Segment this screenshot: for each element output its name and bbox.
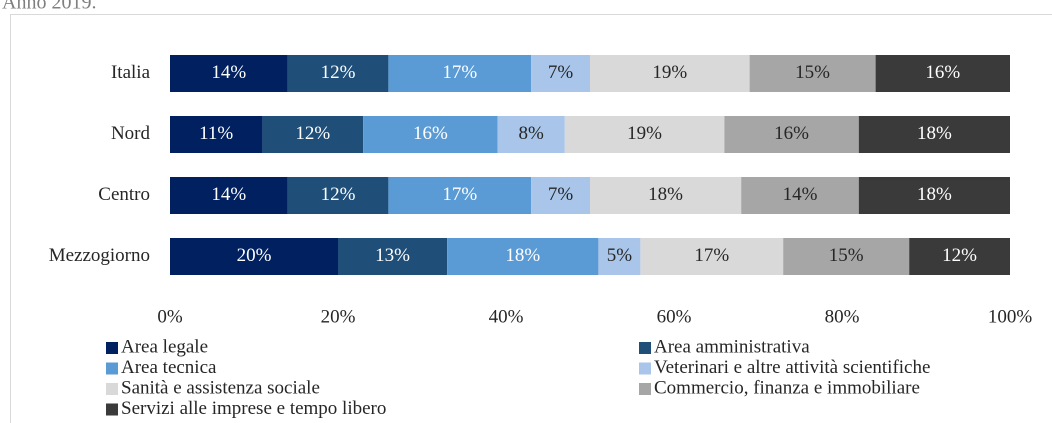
data-label: 12% (321, 184, 356, 205)
bar-segment (170, 116, 263, 153)
x-tick-label: 80% (825, 306, 860, 327)
data-label: 16% (413, 123, 448, 144)
data-label: 15% (795, 62, 830, 83)
legend-label: Area tecnica (121, 357, 217, 378)
y-tick-label: Mezzogiorno (49, 245, 150, 266)
y-tick-label: Centro (98, 184, 150, 205)
bar-segment (598, 238, 641, 275)
bar-segment (564, 116, 725, 153)
data-label: 20% (237, 245, 272, 266)
data-label: 14% (211, 184, 246, 205)
bar-segment (858, 116, 1010, 153)
bar-segment (388, 177, 532, 214)
legend-label: Commercio, finanza e immobiliare (654, 377, 920, 398)
bar-segment (170, 55, 288, 92)
data-label: 19% (627, 123, 662, 144)
data-label: 7% (548, 62, 574, 83)
bar-segment (590, 55, 750, 92)
data-label: 11% (199, 123, 233, 144)
bar-segment (287, 55, 389, 92)
data-label: 19% (652, 62, 687, 83)
bar-segment (531, 55, 590, 92)
bar-segment (724, 116, 859, 153)
x-tick-label: 100% (988, 306, 1033, 327)
legend-label: Veterinari e altre attività scientifiche (654, 357, 930, 378)
bar-segment (875, 55, 1010, 92)
legend-swatch (639, 383, 651, 395)
x-tick-label: 0% (157, 306, 183, 327)
legend-swatch (106, 403, 118, 416)
x-tick-label: 60% (657, 306, 692, 327)
x-tick-label: 40% (489, 306, 524, 327)
x-tick-label: 20% (321, 306, 356, 327)
bar-segment (783, 238, 910, 275)
data-label: 16% (925, 62, 960, 83)
data-label: 17% (442, 184, 477, 205)
bar-segment (858, 177, 1010, 214)
bar-segment (749, 55, 876, 92)
legend-swatch (106, 383, 118, 395)
bar-segment (170, 177, 288, 214)
bar-segment (388, 55, 532, 92)
data-label: 12% (321, 62, 356, 83)
y-tick-label: Italia (111, 62, 151, 83)
bar-segment (338, 238, 448, 275)
legend-label: Sanità e assistenza sociale (121, 377, 320, 398)
legend-swatch (639, 342, 651, 354)
data-label: 13% (375, 245, 410, 266)
bar-segment (363, 116, 498, 153)
bar-segment (170, 238, 338, 275)
data-label: 12% (295, 123, 330, 144)
legend-label: Area legale (121, 336, 208, 357)
bar-segment (640, 238, 784, 275)
data-label: 14% (783, 184, 818, 205)
data-label: 5% (607, 245, 633, 266)
y-tick-label: Nord (111, 123, 151, 144)
data-label: 18% (917, 123, 952, 144)
bar-segment (909, 238, 1010, 275)
bar-segment (447, 238, 599, 275)
bar-segment (741, 177, 859, 214)
legend-swatch (106, 362, 118, 375)
data-label: 17% (694, 245, 729, 266)
data-label: 18% (505, 245, 540, 266)
bar-segment (497, 116, 565, 153)
legend-label: Area amministrativa (654, 336, 810, 357)
legend-swatch (106, 342, 118, 354)
chart-subtitle: Anno 2019. (2, 0, 96, 14)
data-label: 12% (942, 245, 977, 266)
data-label: 16% (774, 123, 809, 144)
legend-label: Servizi alle imprese e tempo libero (121, 398, 386, 419)
bar-segment (590, 177, 742, 214)
bar-segment (287, 177, 389, 214)
data-label: 17% (442, 62, 477, 83)
data-label: 14% (211, 62, 246, 83)
chart-border (10, 14, 1052, 423)
data-label: 7% (548, 184, 574, 205)
data-label: 18% (917, 184, 952, 205)
data-label: 15% (829, 245, 864, 266)
data-label: 18% (648, 184, 683, 205)
bar-segment (531, 177, 590, 214)
data-label: 8% (519, 123, 545, 144)
bar-segment (262, 116, 364, 153)
legend-swatch (639, 362, 651, 375)
